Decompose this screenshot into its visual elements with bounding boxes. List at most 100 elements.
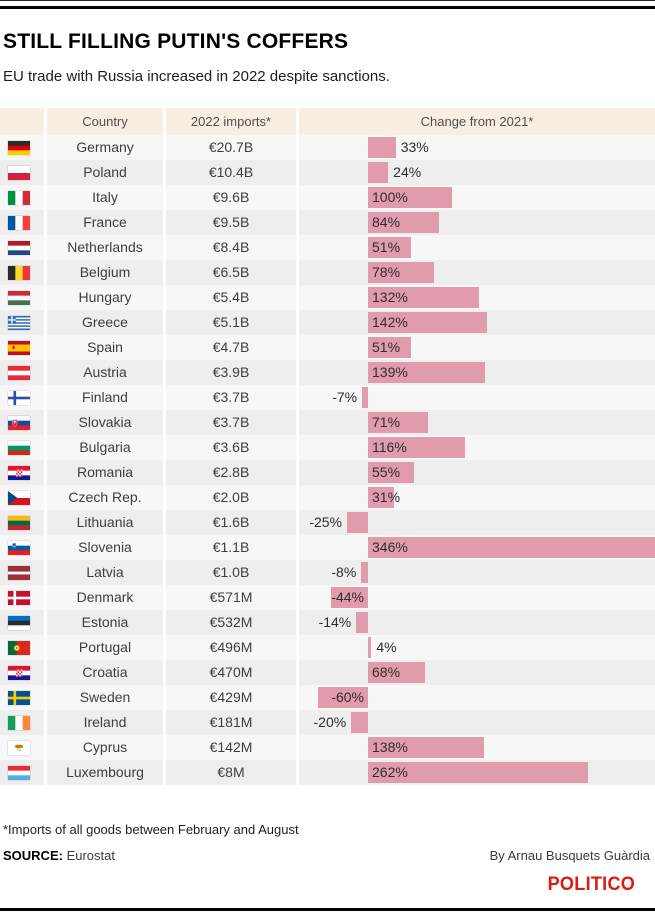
table-row: Cyprus €142M 138% xyxy=(0,735,655,760)
country-label: Portugal xyxy=(47,635,163,660)
byline: By Arnau Busquets Guàrdia xyxy=(489,848,650,863)
change-value-label: 142% xyxy=(372,314,408,330)
flag-cell xyxy=(0,685,44,710)
portugal-flag-icon xyxy=(8,640,30,655)
imports-value: €4.7B xyxy=(166,335,296,360)
change-cell: -7% xyxy=(299,385,655,410)
flag-cell xyxy=(0,585,44,610)
imports-value: €2.8B xyxy=(166,460,296,485)
imports-value: €20.7B xyxy=(166,135,296,160)
imports-value: €3.7B xyxy=(166,385,296,410)
source-row: SOURCE: Eurostat By Arnau Busquets Guàrd… xyxy=(3,848,650,863)
change-cell: 68% xyxy=(299,660,655,685)
change-cell: 51% xyxy=(299,335,655,360)
imports-value: €3.6B xyxy=(166,435,296,460)
table-row: Spain €4.7B 51% xyxy=(0,335,655,360)
change-value-label: 139% xyxy=(372,364,408,380)
imports-value: €5.1B xyxy=(166,310,296,335)
cyprus-flag-icon xyxy=(8,740,30,755)
flag-cell xyxy=(0,660,44,685)
country-label: Italy xyxy=(47,185,163,210)
country-label: Ireland xyxy=(47,710,163,735)
trade-table: Country 2022 imports* Change from 2021* … xyxy=(0,108,655,785)
change-bar xyxy=(368,762,589,783)
imports-value: €1.1B xyxy=(166,535,296,560)
imports-value: €496M xyxy=(166,635,296,660)
change-cell: -25% xyxy=(299,510,655,535)
change-bar xyxy=(368,187,452,208)
france-flag-icon xyxy=(8,215,30,230)
change-bar xyxy=(368,437,466,458)
netherlands-flag-icon xyxy=(8,240,30,255)
flag-cell xyxy=(0,235,44,260)
country-label: Germany xyxy=(47,135,163,160)
table-row: Czech Rep. €2.0B 31% xyxy=(0,485,655,510)
table-row: Greece €5.1B 142% xyxy=(0,310,655,335)
imports-value: €3.7B xyxy=(166,410,296,435)
change-cell: 33% xyxy=(299,135,655,160)
change-cell: -20% xyxy=(299,710,655,735)
change-value-label: 116% xyxy=(372,439,407,455)
imports-value: €9.5B xyxy=(166,210,296,235)
change-bar xyxy=(331,587,368,608)
table-header-row: Country 2022 imports* Change from 2021* xyxy=(0,108,655,135)
change-value-label: -8% xyxy=(331,564,357,580)
column-header-flag xyxy=(0,108,44,135)
table-row: Germany €20.7B 33% xyxy=(0,135,655,160)
country-label: Estonia xyxy=(47,610,163,635)
denmark-flag-icon xyxy=(8,590,30,605)
footnote: *Imports of all goods between February a… xyxy=(3,822,299,837)
country-label: Denmark xyxy=(47,585,163,610)
top-thin-rule xyxy=(0,0,655,1)
imports-value: €181M xyxy=(166,710,296,735)
table-row: Poland €10.4B 24% xyxy=(0,160,655,185)
luxembourg-flag-icon xyxy=(8,765,30,780)
country-label: Poland xyxy=(47,160,163,185)
change-value-label: 51% xyxy=(372,239,401,255)
change-cell: 138% xyxy=(299,735,655,760)
change-value-label: 346% xyxy=(372,539,408,555)
source: SOURCE: Eurostat xyxy=(3,848,115,863)
page-title: STILL FILLING PUTIN'S COFFERS xyxy=(3,30,349,53)
change-bar xyxy=(368,287,479,308)
change-value-label: 55% xyxy=(372,464,401,480)
flag-cell xyxy=(0,710,44,735)
change-cell: 262% xyxy=(299,760,655,785)
change-bar xyxy=(362,387,368,408)
imports-value: €3.9B xyxy=(166,360,296,385)
imports-value: €10.4B xyxy=(166,160,296,185)
change-value-label: 138% xyxy=(372,739,408,755)
change-cell: -8% xyxy=(299,560,655,585)
column-header-change: Change from 2021* xyxy=(299,108,655,135)
greece-flag-icon xyxy=(8,315,30,330)
change-cell: 142% xyxy=(299,310,655,335)
change-value-label: 71% xyxy=(372,414,401,430)
imports-value: €9.6B xyxy=(166,185,296,210)
country-label: France xyxy=(47,210,163,235)
flag-cell xyxy=(0,310,44,335)
change-bar xyxy=(368,362,485,383)
country-label: Austria xyxy=(47,360,163,385)
flag-cell xyxy=(0,335,44,360)
change-cell: 100% xyxy=(299,185,655,210)
change-bar xyxy=(368,737,484,758)
change-bar xyxy=(368,637,372,658)
imports-value: €1.6B xyxy=(166,510,296,535)
estonia-flag-icon xyxy=(8,615,30,630)
imports-value: €470M xyxy=(166,660,296,685)
table-row: Romania €2.8B 55% xyxy=(0,460,655,485)
table-row: Hungary €5.4B 132% xyxy=(0,285,655,310)
imports-value: €142M xyxy=(166,735,296,760)
country-label: Spain xyxy=(47,335,163,360)
table-row: Sweden €429M -60% xyxy=(0,685,655,710)
country-label: Greece xyxy=(47,310,163,335)
change-value-label: 33% xyxy=(400,139,429,155)
flag-cell xyxy=(0,560,44,585)
table-row: Denmark €571M -44% xyxy=(0,585,655,610)
change-cell: 78% xyxy=(299,260,655,285)
top-thick-rule xyxy=(0,6,655,9)
flag-cell xyxy=(0,510,44,535)
bulgaria-flag-icon xyxy=(8,440,30,455)
table-row: Slovakia €3.7B 71% xyxy=(0,410,655,435)
